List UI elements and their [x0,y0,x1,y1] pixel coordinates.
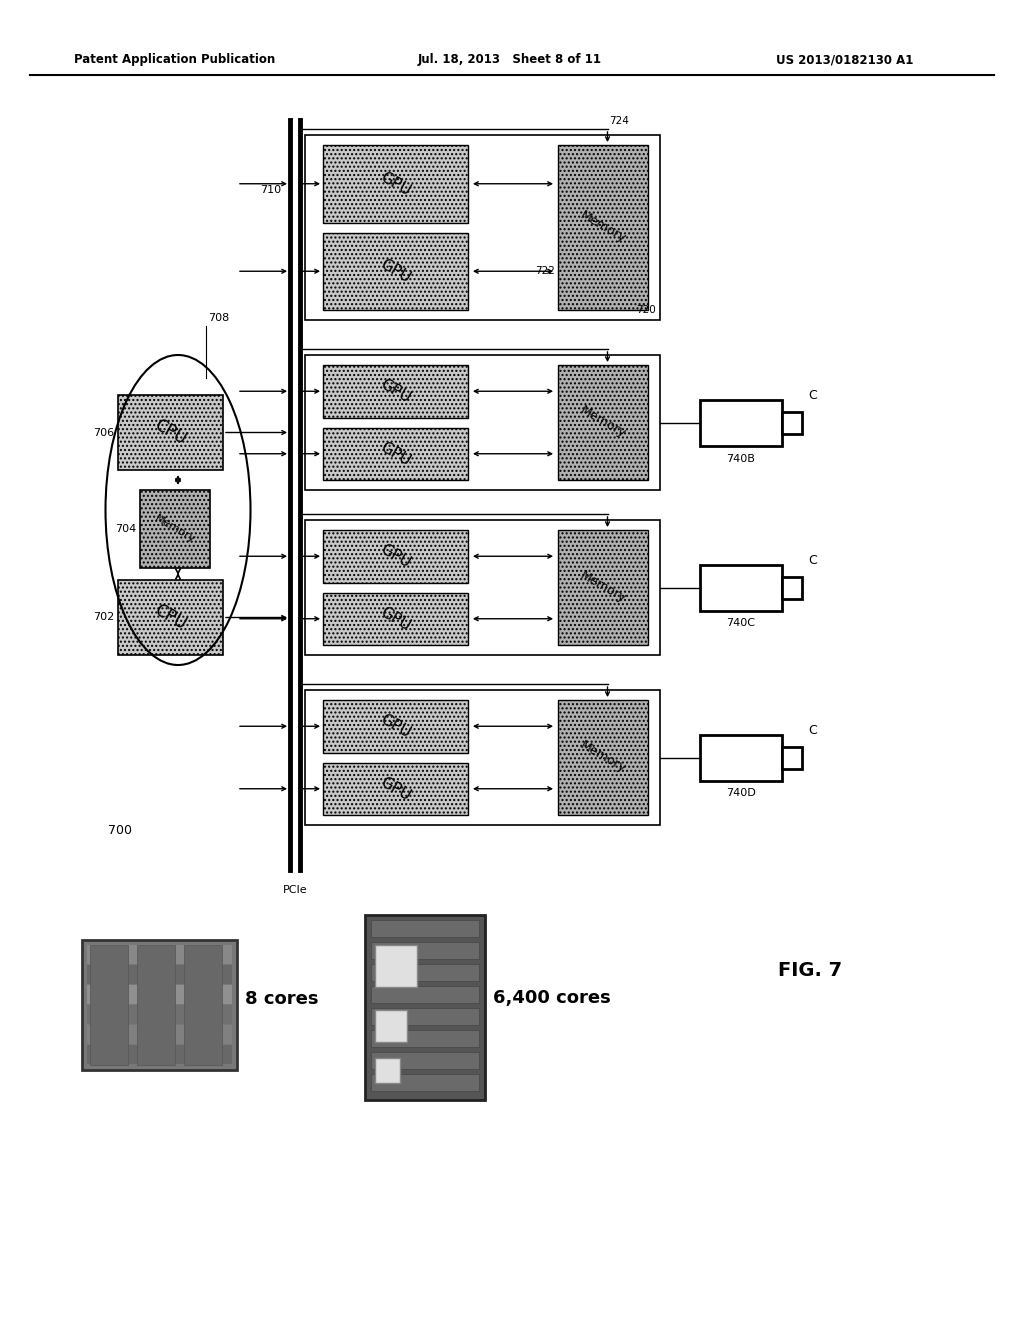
Text: Memory: Memory [578,739,629,776]
Text: 708: 708 [208,313,229,323]
Text: Memory: Memory [578,404,629,441]
Text: FIG. 7: FIG. 7 [778,961,842,979]
Text: CPU: CPU [152,416,189,449]
Bar [371,920,479,937]
Bar [87,1005,232,1024]
Bar [82,940,237,1071]
Bar [140,490,210,568]
Text: GPU: GPU [378,774,414,804]
Text: PCIe: PCIe [283,884,307,895]
Text: 720: 720 [636,305,656,315]
Bar [87,985,232,1005]
Bar [782,577,802,598]
Text: 8 cores: 8 cores [245,990,318,1008]
Bar [323,428,468,480]
Bar [305,520,660,655]
Text: US 2013/0182130 A1: US 2013/0182130 A1 [776,54,913,66]
Text: 710: 710 [260,185,281,195]
Text: Memory: Memory [153,513,198,545]
Text: Patent Application Publication: Patent Application Publication [75,54,275,66]
Bar [118,395,223,470]
Bar [87,1024,232,1044]
Bar [371,1074,479,1092]
Bar [137,945,175,1065]
Bar [87,1044,232,1064]
Bar [87,965,232,983]
Text: 6,400 cores: 6,400 cores [493,989,610,1006]
Bar [700,734,782,780]
Bar [323,366,468,417]
Bar [371,964,479,981]
Text: 700: 700 [108,824,132,837]
Bar [323,145,468,223]
Bar [323,593,468,645]
Bar [558,531,648,645]
Text: Jul. 18, 2013   Sheet 8 of 11: Jul. 18, 2013 Sheet 8 of 11 [418,54,602,66]
Text: GPU: GPU [378,256,414,286]
Text: 724: 724 [609,116,630,125]
Bar [700,400,782,446]
Bar [305,355,660,490]
Text: 706: 706 [93,428,114,437]
Bar [184,945,222,1065]
Bar [305,690,660,825]
Text: C: C [808,389,817,403]
Bar [323,531,468,582]
Text: C: C [808,723,817,737]
Bar [323,232,468,310]
Text: GPU: GPU [378,541,414,570]
Bar [375,1059,400,1082]
Text: GPU: GPU [378,605,414,634]
Bar [323,763,468,814]
Text: GPU: GPU [378,376,414,405]
Text: GPU: GPU [378,711,414,741]
Text: Memory: Memory [578,569,629,606]
Bar [782,412,802,433]
Text: 740D: 740D [726,788,756,799]
Text: 702: 702 [93,612,114,623]
Text: 704: 704 [115,524,136,535]
Bar [700,565,782,610]
Text: GPU: GPU [378,169,414,198]
Text: C: C [808,554,817,568]
Text: CPU: CPU [152,601,189,634]
Bar [90,945,128,1065]
Bar [782,747,802,768]
Text: 740C: 740C [726,619,756,628]
Bar [371,1052,479,1069]
Text: 722: 722 [536,267,555,276]
Bar [323,700,468,752]
Bar [375,945,417,987]
Bar [365,915,485,1100]
Bar [305,135,660,319]
Bar [87,945,232,964]
Text: GPU: GPU [378,440,414,469]
Bar [558,366,648,480]
Bar [371,1008,479,1026]
Bar [371,986,479,1003]
Text: 740B: 740B [727,454,756,463]
Text: Memory: Memory [578,209,629,246]
Bar [118,579,223,655]
Bar [558,145,648,310]
Bar [558,700,648,814]
Bar [371,942,479,960]
Bar [375,1010,407,1041]
Bar [371,1030,479,1047]
